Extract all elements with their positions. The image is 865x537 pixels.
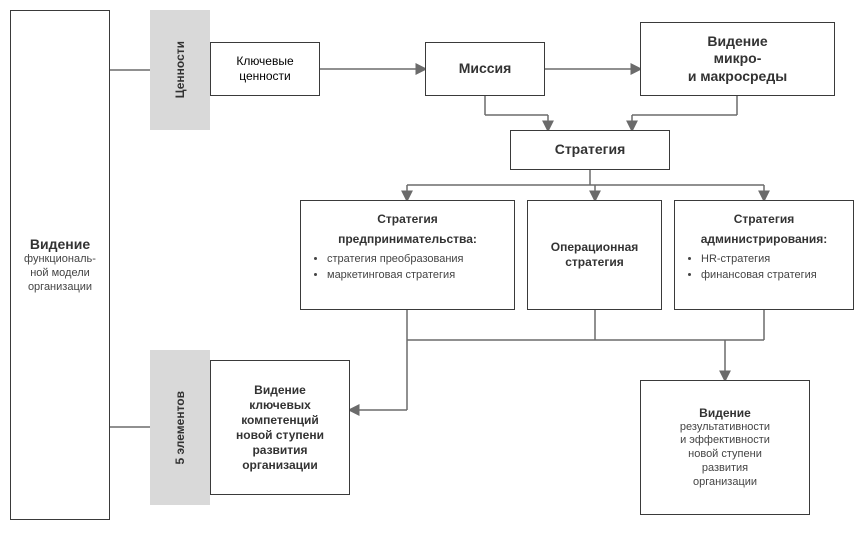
- env-vision-l2: микро-: [714, 50, 762, 68]
- left-panel-vision: Видение функциональ- ной модели организа…: [10, 10, 110, 520]
- eff-l3: и эффективности: [680, 434, 770, 448]
- comp-l6: организации: [242, 458, 318, 473]
- strategy-node: Стратегия: [510, 130, 670, 170]
- mission-node: Миссия: [425, 42, 545, 96]
- eff-l2: результативности: [680, 421, 770, 435]
- eff-l5: развития: [702, 462, 748, 476]
- strat-oper-l2: стратегия: [565, 255, 623, 270]
- strategy-admin-node: Стратегия администрирования: HR-стратеги…: [674, 200, 854, 310]
- key-values-node: Ключевые ценности: [210, 42, 320, 96]
- strat-entrep-l2: предпринимательства:: [338, 232, 477, 246]
- competencies-node: Видение ключевых компетенций новой ступе…: [210, 360, 350, 495]
- comp-l3: компетенций: [241, 413, 319, 428]
- effectiveness-node: Видение результативности и эффективности…: [640, 380, 810, 515]
- strat-admin-bullets: HR-стратегия финансовая стратегия: [685, 253, 817, 285]
- eff-l4: новой ступени: [688, 448, 762, 462]
- grey-values-label: Ценности: [173, 41, 188, 98]
- comp-l4: новой ступени: [236, 428, 324, 443]
- strat-entrep-l1: Стратегия: [377, 212, 437, 226]
- strategy-entrepreneurship-node: Стратегия предпринимательства: стратегия…: [300, 200, 515, 310]
- key-values-l1: Ключевые: [236, 54, 293, 69]
- left-panel-subtitle: функциональ- ной модели организации: [24, 253, 96, 294]
- grey-values-block: Ценности: [150, 10, 210, 130]
- key-values-l2: ценности: [239, 69, 291, 84]
- mission-label: Миссия: [459, 60, 512, 78]
- left-panel-title: Видение: [30, 236, 90, 254]
- grey-elements-label: 5 элементов: [173, 391, 188, 465]
- strat-admin-l1: Стратегия: [734, 212, 794, 226]
- strategy-label: Стратегия: [555, 141, 626, 159]
- strat-entrep-bullets: стратегия преобразования маркетинговая с…: [311, 253, 464, 285]
- strat-entrep-bullet-0: стратегия преобразования: [327, 253, 464, 267]
- grey-elements-block: 5 элементов: [150, 350, 210, 505]
- eff-l6: организации: [693, 476, 757, 490]
- strat-oper-l1: Операционная: [551, 240, 639, 255]
- comp-l5: развития: [252, 443, 307, 458]
- strat-entrep-bullet-1: маркетинговая стратегия: [327, 269, 464, 283]
- strat-admin-bullet-1: финансовая стратегия: [701, 269, 817, 283]
- strategy-operational-node: Операционная стратегия: [527, 200, 662, 310]
- comp-l2: ключевых: [249, 398, 311, 413]
- strat-admin-bullet-0: HR-стратегия: [701, 253, 817, 267]
- env-vision-l1: Видение: [707, 33, 767, 51]
- strat-admin-l2: администрирования:: [701, 232, 828, 246]
- env-vision-l3: и макросреды: [688, 68, 787, 86]
- env-vision-node: Видение микро- и макросреды: [640, 22, 835, 96]
- eff-l1: Видение: [699, 406, 751, 421]
- comp-l1: Видение: [254, 383, 306, 398]
